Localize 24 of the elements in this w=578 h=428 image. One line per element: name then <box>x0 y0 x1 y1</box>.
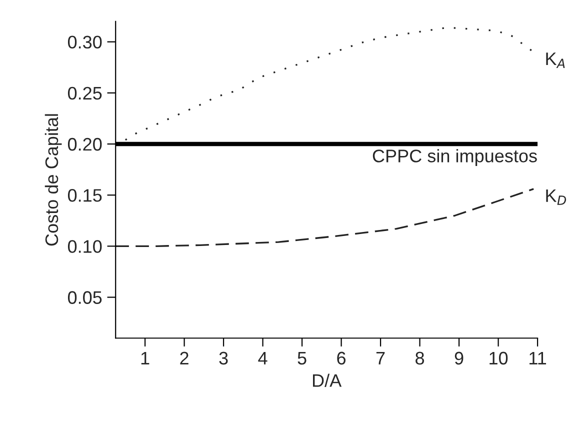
y-tick-label: 0.15 <box>68 189 102 202</box>
x-tick-label: 6 <box>337 352 346 365</box>
x-tick-label: 8 <box>416 352 424 365</box>
x-tick-label: 11 <box>530 352 546 364</box>
x-tick-label: 3 <box>219 352 228 365</box>
x-tick-label: 2 <box>180 352 188 364</box>
x-tick-label: 4 <box>258 352 268 364</box>
y-tick-label: 0.05 <box>68 291 102 304</box>
ref-line-label: CPPC sin impuestos <box>372 149 537 166</box>
series-label: K$_{D}$ <box>546 190 566 205</box>
x-tick-label: 7 <box>376 352 385 364</box>
x-tick-label: 9 <box>454 352 464 365</box>
x-tick-label: 10 <box>490 352 508 365</box>
x-tick-label: 5 <box>298 352 306 365</box>
line-series <box>116 188 534 248</box>
y-tick-label: 0.30 <box>68 36 102 49</box>
y-tick-label: 0.10 <box>68 240 102 253</box>
x-tick-label: 1 <box>141 352 150 364</box>
line-series <box>124 26 534 141</box>
x-axis-title: D/A <box>313 374 342 387</box>
series-label: K$_{A}$ <box>546 52 565 68</box>
y-tick-label: 0.20 <box>68 138 102 151</box>
y-axis-title: Costo de Capital <box>44 114 62 246</box>
y-tick-label: 0.25 <box>68 86 102 100</box>
